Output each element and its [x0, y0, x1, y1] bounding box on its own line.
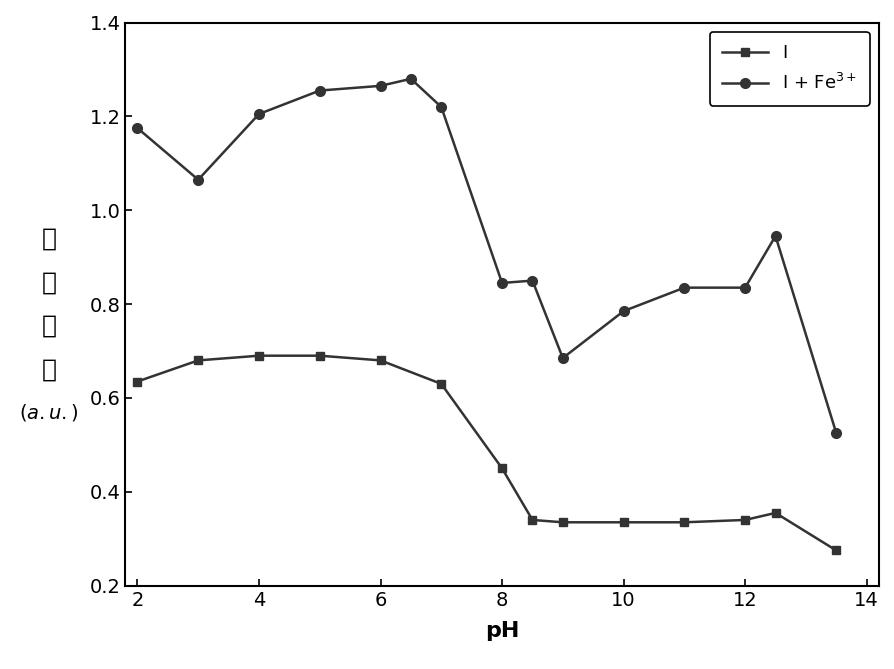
I — [830, 547, 840, 555]
I — [618, 518, 628, 527]
Text: $\mathit{(a.u.)}$: $\mathit{(a.u.)}$ — [20, 402, 79, 423]
I — [679, 518, 689, 527]
I — [769, 509, 780, 517]
I — [253, 352, 264, 360]
X-axis label: pH: pH — [485, 621, 519, 641]
I + Fe$^{3+}$ — [618, 307, 628, 315]
I + Fe$^{3+}$ — [496, 279, 507, 287]
Text: 强: 强 — [42, 314, 56, 338]
I — [192, 357, 203, 365]
I — [375, 357, 385, 365]
I + Fe$^{3+}$ — [830, 429, 840, 437]
I + Fe$^{3+}$ — [679, 284, 689, 292]
Line: I + Fe$^{3+}$: I + Fe$^{3+}$ — [132, 74, 840, 438]
I + Fe$^{3+}$ — [375, 82, 385, 90]
I — [314, 352, 325, 360]
I — [557, 518, 568, 527]
I + Fe$^{3+}$ — [192, 176, 203, 184]
Text: 度: 度 — [42, 357, 56, 381]
I — [739, 516, 750, 524]
I + Fe$^{3+}$ — [527, 276, 537, 284]
Text: 收: 收 — [42, 270, 56, 294]
I + Fe$^{3+}$ — [314, 86, 325, 94]
I — [496, 464, 507, 472]
I — [132, 377, 143, 385]
Text: 吸: 吸 — [42, 227, 56, 251]
I + Fe$^{3+}$ — [557, 354, 568, 362]
I + Fe$^{3+}$ — [769, 232, 780, 240]
I + Fe$^{3+}$ — [739, 284, 750, 292]
I + Fe$^{3+}$ — [405, 75, 416, 83]
I — [527, 516, 537, 524]
Legend: I, I + Fe$^{3+}$: I, I + Fe$^{3+}$ — [709, 31, 869, 106]
I + Fe$^{3+}$ — [132, 124, 143, 132]
I + Fe$^{3+}$ — [435, 103, 446, 111]
I + Fe$^{3+}$ — [253, 110, 264, 118]
I — [435, 380, 446, 388]
Line: I: I — [133, 351, 839, 555]
